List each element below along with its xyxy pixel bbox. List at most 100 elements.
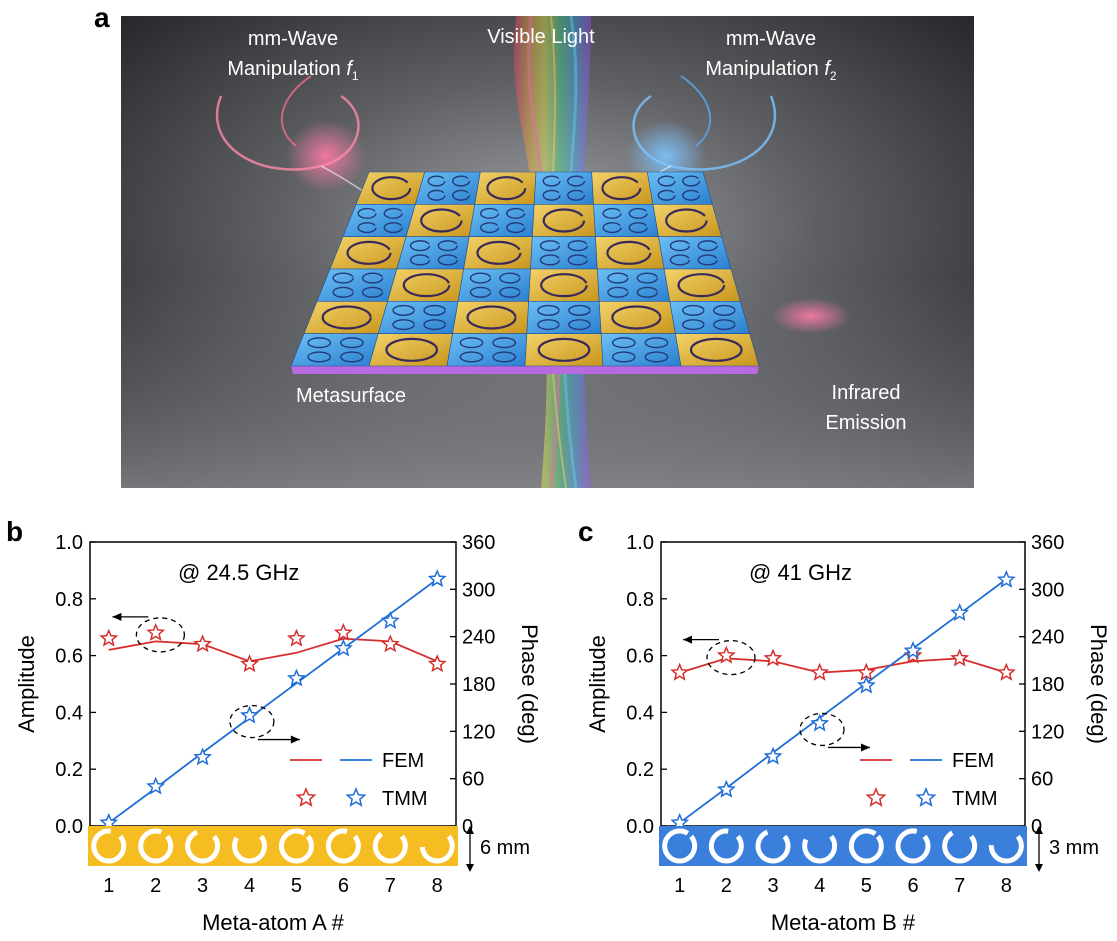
left-tick-label: 0.4 (626, 702, 654, 724)
ring-resonator-small (392, 319, 415, 331)
ring-resonator-small (607, 286, 629, 298)
label-f2-line1: mm-Wave (725, 28, 817, 50)
meta-atom-ring (91, 828, 127, 864)
right-tick-label: 360 (462, 532, 495, 554)
ring-resonator-small (542, 189, 561, 201)
phase-axis-indicator (229, 704, 275, 739)
meta-atom-ring (232, 828, 268, 864)
ring-resonator-large (665, 208, 708, 233)
ring-resonator-small (499, 286, 521, 298)
series-star-right (146, 776, 166, 795)
left-tick-label: 0.0 (55, 816, 83, 838)
frequency-annotation: @ 24.5 GHz (178, 560, 299, 585)
metasurface-tile (658, 236, 732, 270)
right-tick-label: 300 (462, 579, 495, 601)
ring-resonator-small (492, 337, 517, 349)
ring-resonator-small (537, 319, 560, 331)
ring-resonator-small (628, 222, 648, 234)
ring-resonator-small (568, 319, 591, 331)
right-tick-label: 180 (462, 674, 495, 696)
ring-resonator-small (423, 304, 446, 316)
series-star-left (427, 654, 447, 673)
metasurface-tile (468, 204, 535, 237)
ring-resonator-small (602, 207, 622, 219)
metasurface-tile (597, 268, 671, 302)
ring-resonator-small (602, 222, 622, 234)
x-tick-label: 4 (814, 875, 825, 897)
series-star-left (810, 662, 830, 681)
ring-resonator-small (636, 272, 659, 284)
series-star-left (240, 654, 260, 673)
ring-resonator-large (476, 240, 522, 265)
ring-resonator-small (539, 240, 561, 252)
series-star-left (996, 662, 1016, 681)
ring-resonator-small (492, 351, 517, 363)
metasurface-tile (669, 301, 751, 334)
ring-resonator-small (392, 304, 415, 316)
panel-letter-b: b (6, 516, 24, 547)
ring-resonator-large (385, 337, 439, 362)
meta-atom-ring (802, 828, 838, 864)
ring-resonator-small (611, 337, 636, 349)
left-tick-label: 0.4 (55, 702, 83, 724)
legend-tmm-red-star (295, 787, 317, 807)
chart-c: 0.0 0.2 0.4 0.6 0.8 1.0 0 60 120 180 240 300 360 1 2 3 4… (585, 532, 1111, 935)
ring-resonator-small (669, 240, 691, 252)
dimension-arrow-top (1035, 826, 1043, 834)
amplitude-arrow-head (112, 612, 122, 621)
ring-resonator-small (340, 337, 364, 349)
right-tick-label: 120 (1031, 721, 1064, 743)
dimension-arrow-bottom (1035, 864, 1043, 872)
metasurface-tile (342, 204, 416, 237)
right-tick-label: 180 (1031, 674, 1064, 696)
ring-resonator-small (681, 319, 705, 331)
ring-resonator-small (332, 286, 354, 298)
right-tick-label: 240 (1031, 627, 1064, 649)
meta-atom-ring (419, 828, 455, 864)
ring-resonator-small (332, 272, 354, 284)
ring-resonator-large (537, 337, 591, 362)
x-axis-title: Meta-atom A # (202, 910, 345, 935)
ring-resonator-large (606, 240, 652, 265)
dimension-label: 3 mm (1049, 837, 1099, 859)
ring-resonator-large (601, 176, 642, 201)
x-tick-label: 4 (244, 875, 255, 897)
ring-resonator-small (713, 304, 736, 316)
legend-tmm-label: TMM (382, 788, 428, 810)
series-star-left (333, 622, 353, 641)
ring-resonator-large (540, 273, 588, 298)
meta-atom-ring (138, 828, 174, 864)
series-star-right (427, 569, 447, 588)
series-star-left (716, 645, 736, 664)
ring-resonator-small (307, 337, 332, 349)
label-f1-symbol: f (346, 58, 352, 80)
x-tick-label: 1 (103, 875, 114, 897)
ring-resonator-small (607, 272, 629, 284)
meta-atom-ring (278, 828, 314, 864)
series-star-right (716, 779, 736, 798)
ring-resonator-small (657, 175, 676, 187)
right-tick-label: 0 (462, 816, 473, 838)
label-ir-line2: Emission (825, 412, 907, 434)
ring-resonator-small (479, 222, 500, 234)
ring-resonator-small (568, 304, 591, 316)
ring-resonator-large (542, 208, 586, 233)
metasurface-tile (530, 236, 598, 270)
left-tick-label: 1.0 (55, 532, 83, 554)
panel-letter-a: a (94, 2, 110, 33)
legend-fem-label: FEM (952, 750, 994, 772)
ring-resonator-small (567, 240, 588, 252)
meta-atom-ring (942, 828, 978, 864)
illustration-canvas (121, 16, 974, 488)
ring-resonator-small (697, 240, 718, 252)
left-tick-label: 0.2 (55, 759, 83, 781)
y-axis-right-title: Phase (deg) (1086, 624, 1111, 744)
x-tick-label: 7 (385, 875, 396, 897)
metasurface-tile (646, 171, 713, 205)
series-line-left (679, 657, 1007, 674)
meta-atom-strip (659, 826, 1027, 866)
ring-resonator-small (451, 175, 471, 187)
ring-resonator-large (346, 240, 392, 265)
x-tick-label: 1 (674, 875, 685, 897)
legend-tmm-red-star (865, 787, 887, 807)
